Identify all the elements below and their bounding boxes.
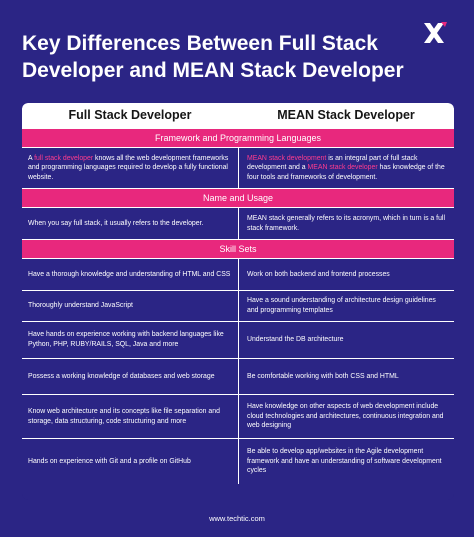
cell-text: Possess a working knowledge of databases…: [28, 372, 215, 382]
text-segment: Understand the DB architecture: [247, 336, 344, 344]
text-segment: Have a sound understanding of architectu…: [247, 297, 436, 314]
cell-text: Understand the DB architecture: [247, 335, 344, 345]
text-segment: Be comfortable working with both CSS and…: [247, 372, 399, 380]
mean-stack-cell: Be able to develop app/websites in the A…: [238, 439, 454, 484]
highlighted-link-text: MEAN stack developer: [307, 164, 378, 172]
text-segment: Have knowledge on other aspects of web d…: [247, 403, 444, 430]
cell-text: Be able to develop app/websites in the A…: [247, 447, 448, 476]
cell-text: Have hands on experience working with ba…: [28, 330, 232, 349]
highlighted-link-text: MEAN stack development: [247, 154, 327, 162]
table-row: Have a thorough knowledge and understand…: [22, 258, 454, 290]
cell-text: MEAN stack generally refers to its acron…: [247, 214, 448, 233]
text-segment: Thoroughly understand JavaScript: [28, 302, 133, 310]
section-header: Skill Sets: [22, 239, 454, 258]
table-row: Possess a working knowledge of databases…: [22, 358, 454, 394]
mean-stack-cell: Have a sound understanding of architectu…: [238, 291, 454, 321]
text-segment: Have hands on experience working with ba…: [28, 331, 224, 348]
full-stack-cell: Hands on experience with Git and a profi…: [22, 439, 238, 484]
text-segment: Work on both backend and frontend proces…: [247, 270, 390, 278]
text-segment: has knowledge of the four tools and fram…: [247, 164, 445, 181]
full-stack-cell: Have a thorough knowledge and understand…: [22, 259, 238, 290]
cell-text: Hands on experience with Git and a profi…: [28, 457, 191, 467]
cell-text: Have a thorough knowledge and understand…: [28, 270, 230, 280]
text-segment: A: [28, 154, 35, 162]
text-segment: MEAN stack generally refers to its acron…: [247, 214, 445, 232]
section-header: Framework and Programming Languages: [22, 128, 454, 147]
text-segment: is an integral part of full stack develo…: [247, 154, 418, 172]
text-segment: When you say full stack, it usually refe…: [28, 219, 204, 227]
footer-url: www.techtic.com: [209, 514, 265, 523]
techtic-logo: [424, 22, 447, 43]
table-row: A full stack developer knows all the web…: [22, 147, 454, 188]
full-stack-cell: Know web architecture and its concepts l…: [22, 395, 238, 438]
cell-text: MEAN stack development is an integral pa…: [247, 154, 448, 183]
column-header-full-stack: Full Stack Developer: [68, 108, 192, 122]
cell-text: Be comfortable working with both CSS and…: [247, 372, 399, 382]
text-segment: Know web architecture and its concepts l…: [28, 407, 220, 425]
column-header-mean-stack: MEAN Stack Developer: [277, 108, 415, 122]
page-title: Key Differences Between Full Stack Devel…: [22, 32, 404, 82]
table-row: Hands on experience with Git and a profi…: [22, 438, 454, 484]
mean-stack-cell: Work on both backend and frontend proces…: [238, 259, 454, 290]
mean-stack-cell: Have knowledge on other aspects of web d…: [238, 395, 454, 438]
text-segment: Possess a working knowledge of databases…: [28, 372, 215, 380]
full-stack-cell: Have hands on experience working with ba…: [22, 322, 238, 358]
mean-stack-cell: Be comfortable working with both CSS and…: [238, 359, 454, 394]
table-row: Thoroughly understand JavaScript Have a s…: [22, 290, 454, 321]
cell-text: Know web architecture and its concepts l…: [28, 407, 232, 426]
text-segment: Have a thorough knowledge and understand…: [28, 270, 231, 278]
text-segment: Hands on experience with Git and a profi…: [28, 457, 191, 465]
cell-text: A full stack developer knows all the web…: [28, 154, 232, 183]
cell-text: When you say full stack, it usually refe…: [28, 219, 203, 229]
full-stack-cell: Possess a working knowledge of databases…: [22, 359, 238, 394]
table-header: Full Stack Developer MEAN Stack Develope…: [22, 103, 454, 128]
mean-stack-cell: MEAN stack generally refers to its acron…: [238, 208, 454, 239]
table-row: When you say full stack, it usually refe…: [22, 207, 454, 239]
comparison-table: Full Stack Developer MEAN Stack Develope…: [22, 103, 454, 500]
mean-stack-cell: MEAN stack development is an integral pa…: [238, 148, 454, 188]
table-row: Know web architecture and its concepts l…: [22, 394, 454, 438]
mean-stack-cell: Understand the DB architecture: [238, 322, 454, 358]
cell-text: Work on both backend and frontend proces…: [247, 270, 390, 280]
full-stack-cell: Thoroughly understand JavaScript: [22, 291, 238, 321]
full-stack-cell: When you say full stack, it usually refe…: [22, 208, 238, 239]
cell-text: Thoroughly understand JavaScript: [28, 301, 133, 311]
text-segment: Be able to develop app/websites in the A…: [247, 448, 442, 475]
section-header: Name and Usage: [22, 188, 454, 207]
text-segment: knows all the web development frameworks…: [28, 154, 229, 181]
cell-text: Have a sound understanding of architectu…: [247, 296, 448, 315]
cell-text: Have knowledge on other aspects of web d…: [247, 402, 448, 431]
table-body: Framework and Programming Languages A ful…: [22, 128, 454, 484]
table-row: Have hands on experience working with ba…: [22, 321, 454, 358]
full-stack-cell: A full stack developer knows all the web…: [22, 148, 238, 188]
highlighted-link-text: full stack developer: [34, 154, 94, 162]
